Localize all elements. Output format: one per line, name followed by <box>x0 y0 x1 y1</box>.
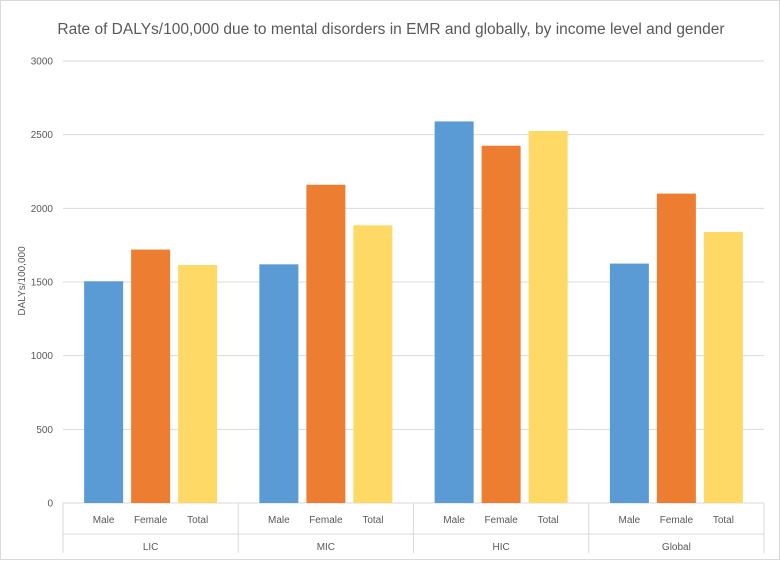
x-group-label: HIC <box>493 542 510 553</box>
x-category-label: Male <box>93 515 115 526</box>
bar-mic-female <box>306 184 346 503</box>
bars <box>84 121 743 503</box>
y-tick-label: 500 <box>36 425 53 436</box>
bar-lic-female <box>131 249 171 503</box>
y-tick-label: 1000 <box>31 351 54 362</box>
bar-hic-total <box>528 130 568 503</box>
x-group-label: Global <box>662 542 691 553</box>
bar-hic-male <box>434 121 474 503</box>
x-category-label: Total <box>538 515 559 526</box>
bar-mic-male <box>259 264 299 503</box>
bar-lic-male <box>84 281 124 503</box>
y-tick-label: 2500 <box>31 130 54 141</box>
bar-mic-total <box>353 225 393 503</box>
x-category-label: Female <box>134 515 168 526</box>
y-tick-label: 1500 <box>31 278 54 289</box>
y-tick-label: 2000 <box>31 204 54 215</box>
y-axis-label: DALYs/100,000 <box>17 246 28 316</box>
x-category-label: Total <box>713 515 734 526</box>
y-tick-label: 0 <box>47 499 53 510</box>
x-group-label: LIC <box>143 542 159 553</box>
bar-global-female <box>656 193 696 503</box>
x-category-label: Total <box>362 515 383 526</box>
x-category-label: Total <box>187 515 208 526</box>
bar-hic-female <box>481 145 521 503</box>
x-category-label: Female <box>309 515 343 526</box>
x-group-label: MIC <box>317 542 335 553</box>
y-tick-label: 3000 <box>31 57 54 68</box>
x-category-label: Female <box>660 515 694 526</box>
chart-title: Rate of DALYs/100,000 due to mental diso… <box>57 21 724 38</box>
bar-global-male <box>609 263 649 503</box>
x-category-label: Female <box>484 515 518 526</box>
bar-lic-total <box>178 265 218 503</box>
x-category-label: Male <box>268 515 290 526</box>
y-axis-ticks: 0 500 1000 1500 2000 2500 3000 <box>31 57 54 510</box>
x-category-label: Male <box>619 515 641 526</box>
x-axis: Male Female Total LIC Male Female Total MIC Male… <box>62 503 765 553</box>
x-category-label: Male <box>443 515 465 526</box>
bar-global-total <box>703 231 743 503</box>
